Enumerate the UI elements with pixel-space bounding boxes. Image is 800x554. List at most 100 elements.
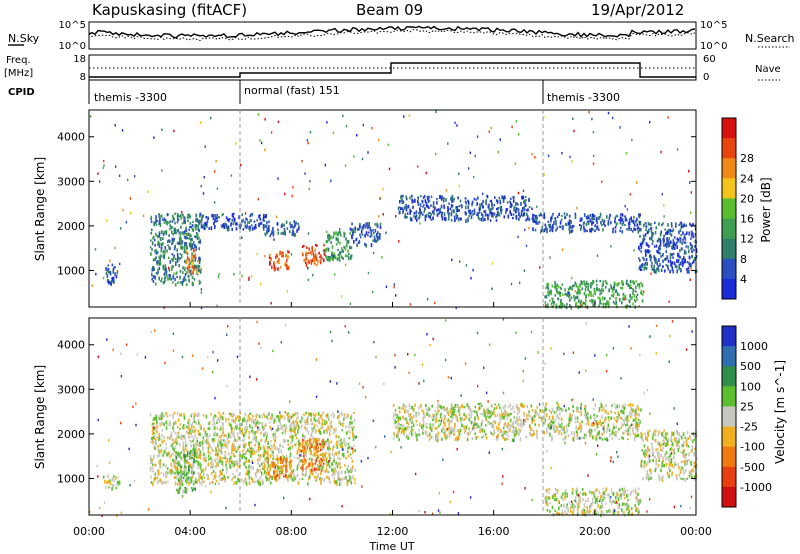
echo-cell (304, 172, 306, 175)
echo-cell (489, 219, 492, 222)
echo-cell (503, 412, 505, 416)
echo-cell (330, 235, 332, 239)
echo-cell (165, 412, 167, 416)
echo-cell (245, 456, 247, 460)
echo-cell (613, 417, 615, 420)
echo-cell (426, 297, 429, 301)
echo-cell (255, 424, 257, 428)
echo-cell (556, 226, 558, 230)
echo-cell (681, 241, 683, 245)
echo-cell (686, 269, 689, 272)
echo-cell (347, 240, 350, 244)
echo-cell (430, 195, 433, 198)
echo-cell (395, 215, 397, 218)
echo-cell (534, 228, 537, 232)
echo-cell (595, 419, 598, 423)
echo-cell (165, 447, 167, 450)
echo-cell (183, 260, 186, 263)
echo-cell (450, 402, 453, 407)
echo-cell (172, 257, 175, 260)
echo-cell (159, 220, 161, 225)
echo-cell (243, 431, 246, 434)
echo-cell (293, 478, 296, 482)
echo-cell (572, 409, 575, 413)
echo-cell (108, 486, 110, 489)
echo-cell (684, 237, 686, 240)
echo-cell (233, 481, 236, 485)
echo-cell (320, 469, 323, 473)
echo-cell (332, 447, 334, 452)
echo-cell (188, 462, 191, 465)
echo-cell (347, 442, 350, 446)
echo-cell (591, 117, 593, 121)
echo-cell (252, 421, 255, 424)
echo-cell (351, 234, 353, 239)
echo-cell (499, 414, 502, 419)
echo-cell (619, 226, 622, 230)
echo-cell (220, 444, 222, 448)
echo-cell (336, 257, 339, 261)
echo-cell (442, 426, 444, 430)
echo-cell (535, 431, 538, 435)
echo-cell (280, 468, 282, 472)
echo-cell (503, 431, 506, 435)
echo-cell (161, 230, 163, 235)
echo-cell (504, 197, 506, 200)
echo-cell (272, 234, 275, 237)
echo-cell (485, 201, 487, 205)
echo-cell (412, 199, 414, 203)
echo-cell (337, 248, 339, 251)
echo-cell (302, 473, 304, 476)
echo-cell (163, 217, 166, 222)
echo-cell (370, 229, 372, 234)
echo-cell (500, 428, 502, 433)
echo-cell (268, 256, 271, 259)
echo-cell (190, 439, 192, 444)
echo-cell (350, 469, 352, 473)
echo-cell (158, 244, 161, 248)
echo-cell (283, 223, 285, 227)
echo-cell (219, 416, 221, 420)
echo-cell (327, 425, 329, 429)
echo-cell (317, 438, 319, 441)
echo-cell (272, 436, 275, 440)
echo-cell (192, 271, 194, 275)
echo-cell (477, 196, 479, 200)
echo-cell (409, 303, 412, 306)
echo-cell (232, 453, 235, 457)
echo-cell (258, 214, 260, 219)
echo-cell (320, 421, 323, 426)
echo-cell (621, 286, 624, 290)
echo-cell (277, 424, 279, 429)
echo-cell (438, 424, 440, 428)
echo-cell (613, 284, 616, 288)
echo-cell (173, 129, 175, 133)
echo-cell (182, 435, 185, 438)
echo-cell (169, 455, 171, 459)
echo-cell (198, 478, 200, 482)
echo-cell (323, 253, 326, 256)
echo-cell (198, 475, 200, 480)
echo-cell (625, 415, 627, 419)
echo-cell (257, 461, 259, 465)
echo-cell (374, 239, 376, 243)
echo-cell (200, 464, 202, 467)
echo-cell (323, 243, 325, 247)
echo-cell (152, 482, 154, 487)
echo-cell (589, 431, 591, 435)
echo-cell (336, 445, 339, 449)
echo-cell (453, 209, 455, 214)
echo-cell (206, 433, 208, 437)
echo-cell (640, 291, 643, 295)
echo-cell (581, 420, 583, 424)
echo-cell (173, 217, 175, 221)
echo-cell (631, 280, 634, 283)
nave-tick-top: 60 (703, 54, 716, 65)
echo-cell (673, 241, 676, 244)
echo-cell (360, 230, 363, 234)
echo-cell (491, 425, 493, 429)
echo-cell (300, 466, 302, 469)
echo-cell (329, 422, 332, 426)
echo-cell (175, 420, 177, 425)
echo-cell (317, 450, 320, 453)
